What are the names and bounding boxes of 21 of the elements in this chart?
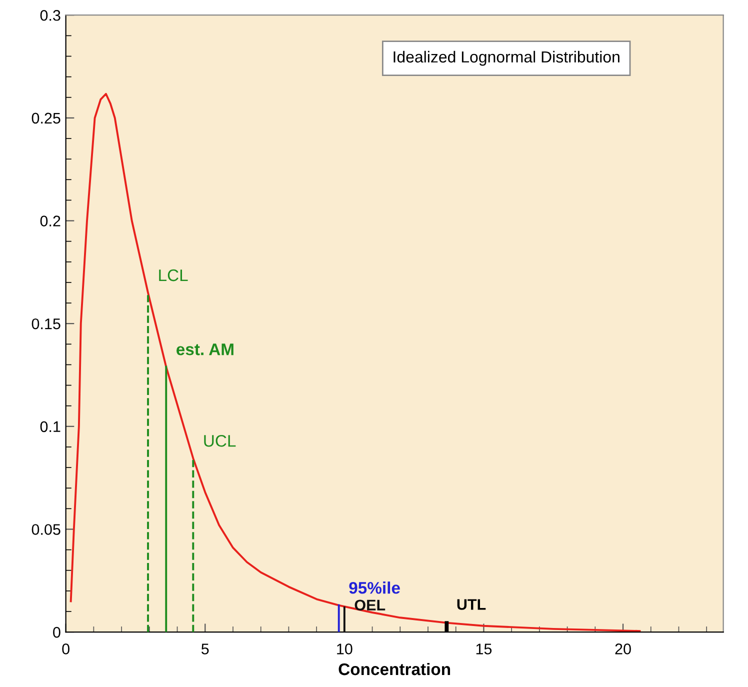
x-tick-label: 15	[476, 644, 492, 654]
y-tick-label: 0.25	[32, 112, 60, 124]
series-label: UTL	[457, 599, 486, 610]
y-tick-label: 0.3	[40, 10, 60, 21]
series-label: LCL	[159, 269, 188, 282]
text: Idealized Lognormal Distribution	[394, 50, 620, 66]
x-axis-title: Concentration	[338, 662, 450, 676]
y-tick-label: 0.15	[32, 318, 60, 330]
x-tick-label: 20	[615, 644, 631, 654]
series-label: est. AM	[176, 344, 234, 356]
x-tick-label: 10	[337, 644, 352, 654]
series-label: 95%ile	[349, 582, 400, 594]
y-tick-label: 0.05	[32, 524, 60, 535]
x-tick-label: 0	[62, 644, 70, 654]
series-label: UCL	[204, 434, 236, 447]
series-label: OEL	[354, 600, 386, 611]
y-tick-label: 0.2	[40, 216, 60, 226]
line-series	[70, 92, 641, 632]
y-tick-label: 0	[53, 626, 60, 638]
y-tick-label: 0.1	[40, 421, 60, 432]
x-tick-label: 5	[201, 644, 209, 654]
